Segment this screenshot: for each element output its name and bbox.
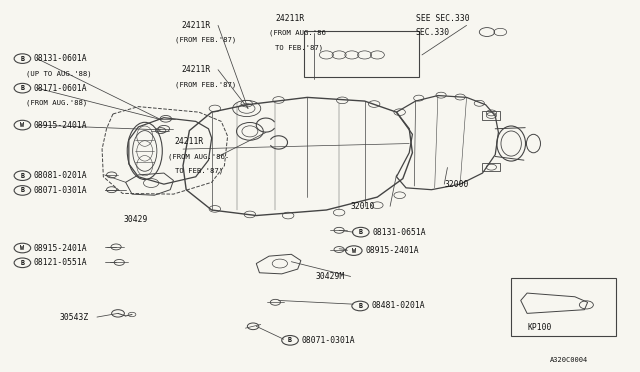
Text: W: W — [352, 248, 356, 254]
Text: 08071-0301A: 08071-0301A — [301, 336, 355, 345]
Text: (FROM AUG.'86-: (FROM AUG.'86- — [168, 153, 230, 160]
Text: 24211R: 24211R — [182, 21, 211, 30]
Text: 08915-2401A: 08915-2401A — [34, 121, 88, 129]
Text: TO FEB.'87): TO FEB.'87) — [275, 44, 323, 51]
Text: B: B — [20, 187, 24, 193]
Text: W: W — [20, 245, 24, 251]
Text: 24211R: 24211R — [175, 137, 204, 146]
Text: 08171-0601A: 08171-0601A — [34, 84, 88, 93]
Text: 30543Z: 30543Z — [60, 313, 89, 322]
Text: W: W — [20, 122, 24, 128]
Text: (FROM FEB.'87): (FROM FEB.'87) — [175, 37, 236, 44]
Bar — [483, 112, 500, 119]
Text: 24211R: 24211R — [182, 65, 211, 74]
Text: B: B — [20, 173, 24, 179]
Text: B: B — [358, 303, 362, 309]
Text: (FROM AUG.'86: (FROM AUG.'86 — [269, 29, 326, 36]
Text: SEC.330: SEC.330 — [415, 28, 450, 37]
Text: 08131-0651A: 08131-0651A — [372, 228, 426, 237]
Text: 08481-0201A: 08481-0201A — [372, 301, 425, 311]
Text: 08915-2401A: 08915-2401A — [34, 244, 88, 253]
Text: (FROM AUG.'88): (FROM AUG.'88) — [26, 100, 87, 106]
Text: 08071-0301A: 08071-0301A — [34, 186, 88, 195]
Bar — [304, 31, 419, 77]
Bar — [483, 163, 500, 171]
Text: A320C0004: A320C0004 — [549, 357, 588, 363]
Text: (FROM FEB.'87): (FROM FEB.'87) — [175, 81, 236, 88]
Text: KP100: KP100 — [527, 323, 552, 331]
Text: 32000: 32000 — [444, 180, 468, 189]
Text: 08121-0551A: 08121-0551A — [34, 258, 88, 267]
Text: B: B — [359, 229, 363, 235]
Text: (UP TO AUG.'88): (UP TO AUG.'88) — [26, 70, 92, 77]
Text: TO FEB.'87): TO FEB.'87) — [175, 168, 223, 174]
Text: 30429M: 30429M — [316, 272, 345, 281]
Text: B: B — [288, 337, 292, 343]
Text: B: B — [20, 260, 24, 266]
Text: 30429: 30429 — [124, 215, 148, 224]
Bar — [511, 278, 616, 336]
Text: 08081-0201A: 08081-0201A — [34, 171, 88, 180]
Text: 24211R: 24211R — [275, 13, 305, 22]
Text: 32010: 32010 — [351, 202, 375, 211]
Text: B: B — [20, 85, 24, 91]
Text: B: B — [20, 56, 24, 62]
Text: 08915-2401A: 08915-2401A — [365, 246, 419, 255]
Text: SEE SEC.330: SEE SEC.330 — [415, 13, 469, 22]
Text: 08131-0601A: 08131-0601A — [34, 54, 88, 63]
